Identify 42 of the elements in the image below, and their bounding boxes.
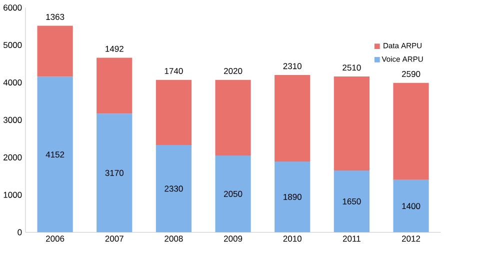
x-tick-label: 2006 xyxy=(46,236,64,242)
x-tick-label: 2012 xyxy=(402,236,420,242)
data-label: 2050 xyxy=(224,190,242,197)
bar xyxy=(37,26,73,77)
data-label: 2020 xyxy=(224,68,242,74)
bar xyxy=(215,80,251,156)
bar xyxy=(156,80,192,145)
x-tick-label: 2010 xyxy=(283,236,302,242)
y-tick-label: 4000 xyxy=(3,79,22,86)
data-label: 1650 xyxy=(342,198,361,204)
bar xyxy=(96,114,132,232)
y-tick-label: 5000 xyxy=(3,42,22,48)
data-label: 1492 xyxy=(106,46,124,52)
bar xyxy=(215,155,251,232)
x-tick-label: 2008 xyxy=(164,236,183,242)
data-label: 2510 xyxy=(342,64,361,71)
bar xyxy=(334,76,370,170)
bar xyxy=(274,161,310,232)
bar xyxy=(96,58,132,114)
y-tick-label: 2000 xyxy=(4,154,22,160)
y-tick-label: 0 xyxy=(18,229,22,236)
data-label: 1363 xyxy=(46,14,64,20)
bar xyxy=(334,170,370,232)
data-label: 2590 xyxy=(402,70,420,77)
y-tick-label: 1000 xyxy=(4,192,22,198)
data-label: 2310 xyxy=(283,63,302,70)
bar xyxy=(393,82,429,180)
data-label: 1740 xyxy=(164,68,183,74)
y-tick-label: 6000 xyxy=(4,4,22,11)
bar xyxy=(156,144,192,232)
data-label: 1400 xyxy=(402,203,420,210)
data-label: 4152 xyxy=(46,151,64,158)
data-label: 3170 xyxy=(105,170,124,176)
x-tick-label: 2009 xyxy=(224,236,242,242)
data-label: 1890 xyxy=(284,194,302,200)
x-tick-label: 2007 xyxy=(105,236,124,242)
bar xyxy=(274,74,310,162)
y-tick-label: 3000 xyxy=(3,116,22,123)
bar xyxy=(37,76,73,232)
bar xyxy=(393,180,429,232)
x-tick-label: 2011 xyxy=(342,236,360,242)
data-label: 2330 xyxy=(164,186,183,192)
